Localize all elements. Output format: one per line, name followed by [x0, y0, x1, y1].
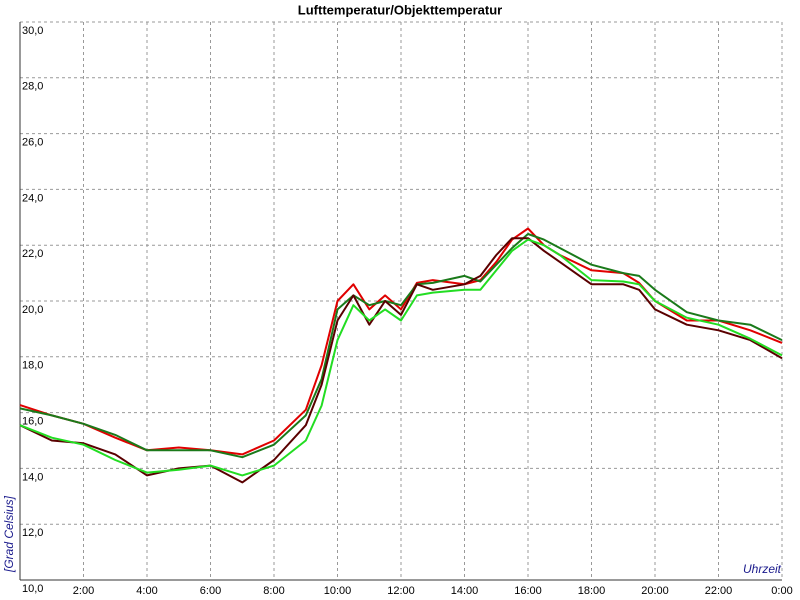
x-tick-label: 14:00 — [451, 585, 479, 597]
y-axis-title: [Grad Celsius] — [2, 495, 16, 573]
x-tick-label: 16:00 — [514, 585, 542, 597]
y-tick-label: 14,0 — [22, 471, 43, 483]
y-tick-label: 20,0 — [22, 304, 43, 316]
series-line — [19, 227, 783, 456]
chart-title: Lufttemperatur/Objekttemperatur — [298, 2, 502, 17]
x-tick-label: 2:00 — [73, 585, 94, 597]
y-tick-label: 24,0 — [22, 192, 43, 204]
y-tick-label: 18,0 — [22, 360, 43, 372]
x-tick-label: 22:00 — [705, 585, 733, 597]
y-tick-label: 26,0 — [22, 137, 43, 149]
x-tick-label: 4:00 — [136, 585, 157, 597]
series-line — [19, 233, 783, 459]
y-tick-label: 30,0 — [22, 25, 43, 37]
x-tick-label: 20:00 — [641, 585, 669, 597]
x-tick-label: 10:00 — [324, 585, 352, 597]
x-tick-label: 0:00 — [771, 585, 792, 597]
x-tick-label: 6:00 — [200, 585, 221, 597]
y-tick-label: 10,0 — [22, 583, 43, 595]
x-tick-label: 12:00 — [387, 585, 415, 597]
x-tick-label: 18:00 — [578, 585, 606, 597]
series-line — [19, 238, 783, 477]
x-axis-title: Uhrzeit — [743, 562, 782, 576]
y-tick-label: 28,0 — [22, 81, 43, 93]
y-tick-label: 22,0 — [22, 248, 43, 260]
y-tick-label: 16,0 — [22, 416, 43, 428]
y-tick-label: 12,0 — [22, 527, 43, 539]
x-tick-label: 8:00 — [263, 585, 284, 597]
